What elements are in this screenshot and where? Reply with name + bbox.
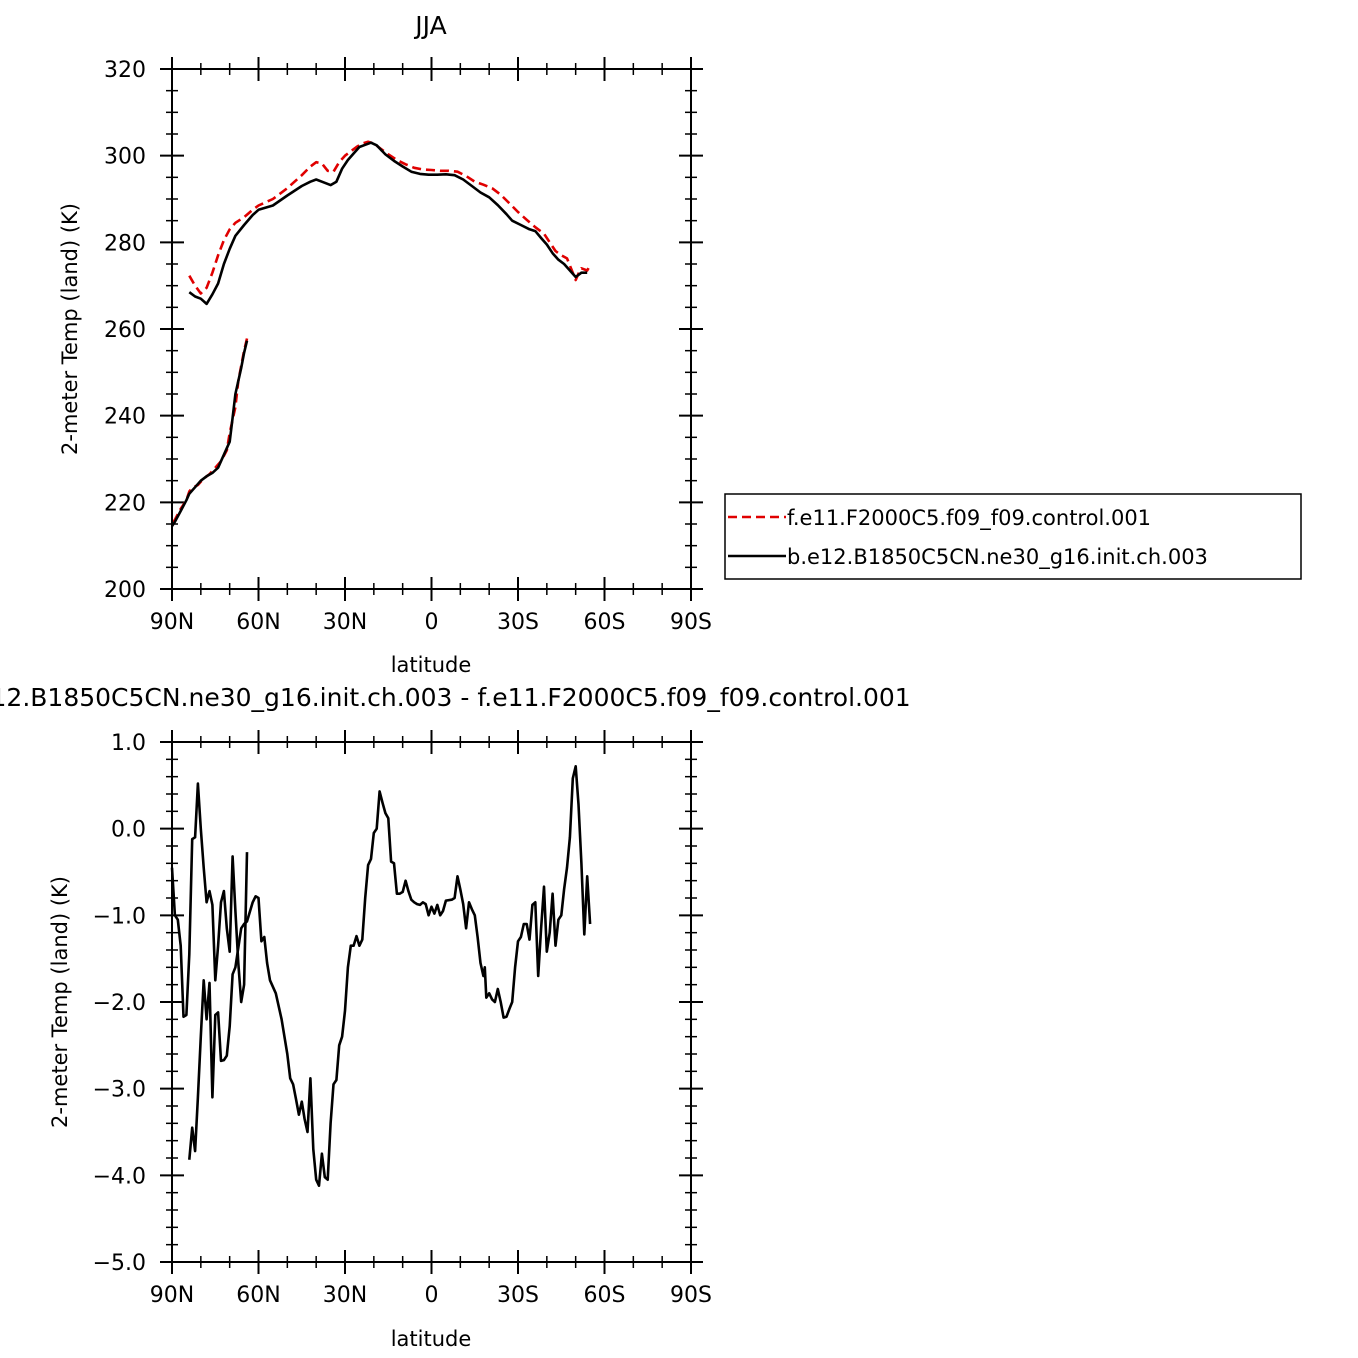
top-y-tick-label: 320 bbox=[104, 58, 146, 83]
bottom-y-tick-label: 0.0 bbox=[111, 818, 146, 843]
bottom-panel: b.e12.B1850C5CN.ne30_g16.init.ch.003 - f… bbox=[0, 683, 911, 1351]
top-panel-title: JJA bbox=[413, 11, 446, 40]
bottom-ticks: 90N 60N 30N 0 30S 60S 90S −5.0 −4.0 −3.0 −2.0 −1.0 0… bbox=[93, 730, 712, 1308]
top-series-0-line-segment-1 bbox=[170, 338, 249, 525]
top-x-tick-label: 60S bbox=[584, 610, 626, 635]
bottom-y-tick-label: 1.0 bbox=[111, 731, 146, 756]
bottom-y-axis-label: 2-meter Temp (land) (K) bbox=[48, 876, 72, 1128]
top-y-tick-label: 200 bbox=[104, 578, 146, 603]
bottom-y-tick-label: −3.0 bbox=[93, 1078, 146, 1103]
top-y-tick-label: 280 bbox=[104, 231, 146, 256]
top-x-tick-label: 90N bbox=[150, 610, 194, 635]
bottom-x-tick-label: 30S bbox=[497, 1283, 539, 1308]
top-ticks: 90N 60N 30N 0 30S 60S 90S 200 220 240 260 280 300 320 bbox=[104, 57, 712, 635]
top-x-tick-label: 60N bbox=[236, 610, 280, 635]
top-y-axis-label: 2-meter Temp (land) (K) bbox=[58, 203, 82, 455]
bottom-panel-title: b.e12.B1850C5CN.ne30_g16.init.ch.003 - f… bbox=[0, 683, 911, 712]
top-series-0-line-segment-0 bbox=[188, 140, 592, 295]
top-x-tick-label: 30S bbox=[497, 610, 539, 635]
top-series-1-line-segment-0 bbox=[188, 141, 588, 306]
bottom-y-tick-label: −2.0 bbox=[93, 991, 146, 1016]
bottom-y-tick-label: −1.0 bbox=[93, 904, 146, 929]
top-panel: JJA 90N 60N 30N 0 30S 60S 90S 200 220 240 260 280 30… bbox=[58, 11, 712, 677]
top-y-tick-label: 260 bbox=[104, 318, 146, 343]
top-x-axis-label: latitude bbox=[391, 653, 472, 677]
bottom-y-tick-label: −4.0 bbox=[93, 1164, 146, 1189]
legend-label-b1850: b.e12.B1850C5CN.ne30_g16.init.ch.003 bbox=[787, 545, 1208, 570]
top-x-tick-label: 30N bbox=[323, 610, 367, 635]
bottom-series-0-line-segment-1 bbox=[170, 782, 249, 1018]
legend-box bbox=[724, 493, 1302, 580]
bottom-plot-frame bbox=[171, 741, 692, 1263]
bottom-x-tick-label: 60N bbox=[236, 1283, 280, 1308]
bottom-x-axis-label: latitude bbox=[391, 1327, 472, 1351]
top-plot-frame bbox=[171, 68, 692, 590]
bottom-x-tick-label: 0 bbox=[425, 1283, 439, 1308]
bottom-x-tick-label: 30N bbox=[323, 1283, 367, 1308]
bottom-x-tick-label: 90S bbox=[670, 1283, 712, 1308]
bottom-x-tick-label: 60S bbox=[584, 1283, 626, 1308]
top-y-tick-label: 240 bbox=[104, 405, 146, 430]
top-x-tick-label: 90S bbox=[670, 610, 712, 635]
top-y-tick-label: 220 bbox=[104, 491, 146, 516]
bottom-series-layer bbox=[170, 765, 592, 1187]
top-x-tick-label: 0 bbox=[425, 610, 439, 635]
bottom-x-tick-label: 90N bbox=[150, 1283, 194, 1308]
top-series-1-line-segment-1 bbox=[170, 340, 249, 527]
top-y-tick-label: 300 bbox=[104, 145, 146, 170]
top-series-layer bbox=[170, 140, 592, 527]
legend: f.e11.F2000C5.f09_f09.control.001 b.e12.… bbox=[724, 493, 1302, 580]
bottom-y-tick-label: −5.0 bbox=[93, 1251, 146, 1276]
legend-label-control: f.e11.F2000C5.f09_f09.control.001 bbox=[787, 506, 1151, 531]
bottom-series-0-line-segment-0 bbox=[188, 765, 592, 1187]
